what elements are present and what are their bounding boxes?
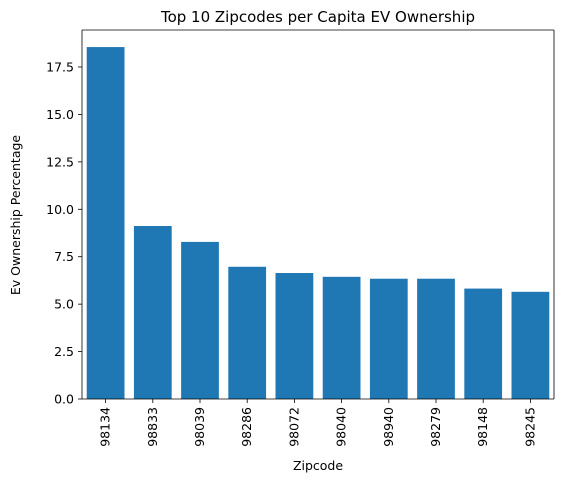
y-tick-label: 10.0 <box>46 202 74 217</box>
bar-98039 <box>181 241 219 399</box>
y-tick-label: 17.5 <box>46 59 74 74</box>
x-tick-label: 98245 <box>522 407 537 447</box>
y-tick-label: 12.5 <box>46 154 74 169</box>
x-tick-label: 98072 <box>286 407 301 447</box>
x-tick-label: 98286 <box>239 407 254 447</box>
bar-98940 <box>369 278 408 399</box>
y-tick-label: 15.0 <box>46 107 74 122</box>
bar-98286 <box>228 266 267 399</box>
x-tick-label: 98940 <box>381 407 396 447</box>
bar-98040 <box>322 276 361 399</box>
x-tick-label: 98134 <box>98 407 113 447</box>
bar-98134 <box>86 47 125 399</box>
bar-98245 <box>511 291 550 399</box>
y-axis-label: Ev Ownership Percentage <box>8 135 23 296</box>
bar-98833 <box>133 225 172 399</box>
x-axis-label: Zipcode <box>293 458 343 473</box>
y-tick-label: 0.0 <box>54 392 74 407</box>
bar-98072 <box>275 273 314 399</box>
bar-98148 <box>464 288 503 399</box>
y-ticks-group: 0.0 2.5 5.0 7.5 10.0 12.5 15.0 17.5 <box>46 59 82 407</box>
chart-title: Top 10 Zipcodes per Capita EV Ownership <box>160 8 475 26</box>
bar-98279 <box>417 278 455 399</box>
x-tick-label: 98040 <box>334 407 349 447</box>
x-tick-label: 98039 <box>192 407 207 447</box>
bars-group <box>86 47 550 399</box>
x-tick-label: 98279 <box>428 407 443 447</box>
y-tick-label: 5.0 <box>54 297 74 312</box>
y-tick-label: 2.5 <box>54 344 74 359</box>
x-tick-label: 98148 <box>475 407 490 447</box>
x-ticks-group: 98134 98833 98039 98286 98072 98040 98940 98279… <box>98 399 537 447</box>
x-tick-label: 98833 <box>145 407 160 447</box>
y-tick-label: 7.5 <box>54 249 74 264</box>
